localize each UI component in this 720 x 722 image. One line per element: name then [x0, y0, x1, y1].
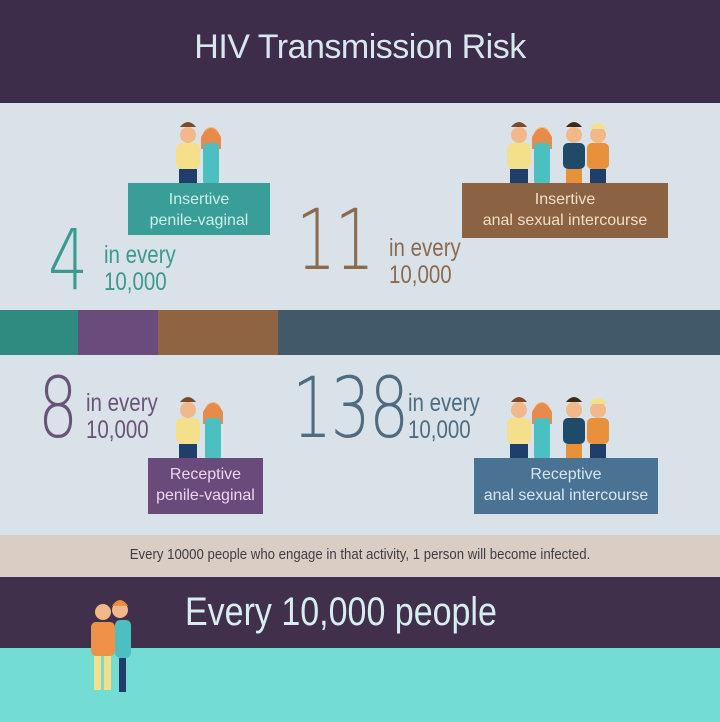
stat-caption: in every 10,000	[408, 390, 480, 444]
banner-label: Receptive	[169, 466, 242, 483]
stat-caption: in every 10,000	[104, 242, 176, 296]
stat-number: 11	[296, 191, 375, 289]
stat-line: 10,000	[389, 261, 452, 289]
banner-label: Receptive	[530, 466, 602, 483]
banner-receptive-anal: Receptive anal sexual intercourse	[474, 458, 658, 514]
group-figure-2	[507, 397, 609, 460]
stat-caption: in every 10,000	[389, 235, 461, 289]
stat-number: 8	[38, 359, 78, 457]
group-figure-1	[507, 122, 609, 185]
couple-figure-2	[176, 397, 223, 460]
banner-insertive-penile-vaginal: Insertive penile-vaginal	[128, 183, 270, 235]
note-text: Every 10000 people who engage in that ac…	[129, 546, 591, 563]
banner-receptive-penile-vaginal: Receptive penile-vaginal	[148, 458, 263, 514]
stat-line: in every	[104, 241, 176, 269]
bar-segment-insertive-penile-vaginal	[0, 310, 78, 355]
stat-caption: in every 10,000	[86, 390, 158, 444]
banner-label: Insertive	[168, 191, 230, 208]
banner-label: penile-vaginal	[149, 212, 249, 229]
note-band	[0, 535, 720, 577]
couple-figure-1	[176, 122, 221, 185]
bar-segment-insertive-anal	[158, 310, 278, 355]
stat-number: 4	[48, 211, 88, 309]
stat-line: in every	[389, 234, 461, 262]
page-title: HIV Transmission Risk	[194, 28, 526, 66]
banner-label: Insertive	[534, 191, 596, 208]
banner-label: anal sexual intercourse	[482, 212, 648, 229]
stat-number: 138	[292, 359, 409, 457]
stat-line: 10,000	[408, 416, 471, 444]
footer-text: Every 10,000 people	[185, 590, 497, 634]
bar-segment-receptive-penile-vaginal	[78, 310, 158, 355]
banner-label: anal sexual intercourse	[483, 487, 649, 504]
title-band	[0, 0, 720, 103]
stat-line: 10,000	[86, 416, 149, 444]
banner-insertive-anal: Insertive anal sexual intercourse	[462, 183, 668, 238]
banner-label: penile-vaginal	[156, 487, 255, 504]
stat-line: 10,000	[104, 268, 167, 296]
bar-segment-receptive-anal	[278, 310, 720, 355]
stat-line: in every	[86, 389, 158, 417]
stat-line: in every	[408, 389, 480, 417]
pair-figure	[91, 600, 131, 692]
